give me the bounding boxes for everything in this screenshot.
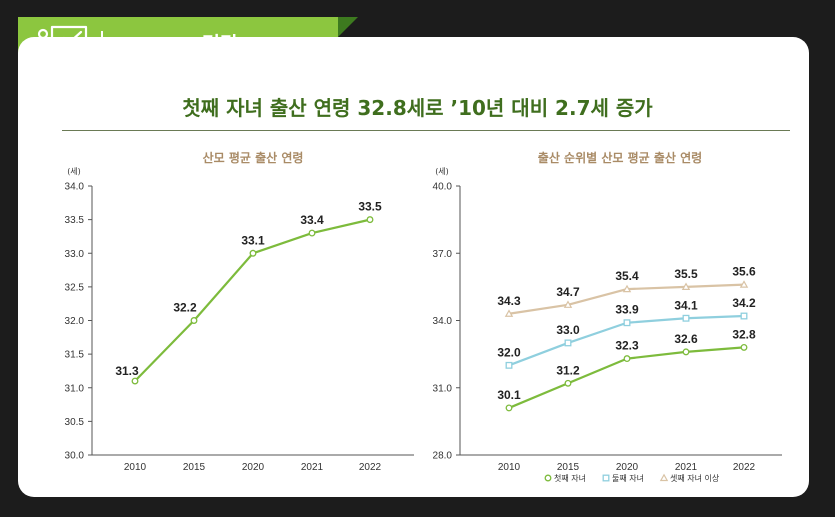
legend-label: 셋째 자녀 이상 <box>670 473 720 483</box>
data-point <box>623 355 631 363</box>
x-tick-label: 2020 <box>242 462 265 473</box>
y-tick-label: 31.5 <box>65 350 85 361</box>
data-point <box>602 474 610 482</box>
legend-label: 둘째 자녀 <box>612 474 644 483</box>
data-label: 33.4 <box>300 213 324 227</box>
data-label: 35.6 <box>732 265 756 279</box>
data-label: 35.5 <box>674 267 698 281</box>
data-point <box>740 312 748 320</box>
data-point <box>682 314 690 322</box>
data-point <box>190 317 198 324</box>
tab-separator <box>101 31 103 61</box>
y-tick-label: 34.0 <box>65 182 85 193</box>
y-axis-unit: (세) <box>435 167 449 176</box>
data-point <box>682 348 690 356</box>
chart-average-age: 산모 평균 출산 연령 (세) 30.0 30.5 31.0 31.5 32.0 32.5 33… <box>65 150 414 473</box>
y-tick-label: 30.0 <box>65 451 85 462</box>
x-tick-label: 2010 <box>124 462 147 473</box>
x-tick-label: 2015 <box>183 462 206 473</box>
chart-title: 산모 평균 출산 연령 <box>203 150 304 165</box>
data-label: 33.5 <box>358 200 382 214</box>
chart-age-by-birth-order: 출산 순위별 산모 평균 출산 연령 (세) 28.0 31.0 34.0 37.0 40.… <box>433 150 782 483</box>
data-point <box>622 284 632 293</box>
data-label: 35.4 <box>615 269 639 283</box>
data-label: 32.2 <box>173 301 197 315</box>
data-label: 32.6 <box>674 332 698 346</box>
y-tick-label: 34.0 <box>433 316 453 327</box>
data-label: 32.8 <box>732 327 756 341</box>
data-label: 32.0 <box>497 345 521 359</box>
data-label: 30.1 <box>497 388 521 402</box>
y-tick-label: 30.5 <box>65 417 85 428</box>
presentation-icon <box>36 25 88 66</box>
y-tick-label: 37.0 <box>433 249 453 260</box>
y-tick-label: 32.0 <box>65 316 85 327</box>
x-tick-label: 2020 <box>616 462 639 473</box>
data-label: 34.7 <box>556 285 580 299</box>
x-tick-label: 2022 <box>359 462 382 473</box>
chart-title: 출산 순위별 산모 평균 출산 연령 <box>538 150 702 165</box>
data-point <box>131 377 139 385</box>
data-label: 33.9 <box>615 303 639 317</box>
data-label: 34.1 <box>674 298 698 312</box>
y-tick-label: 40.0 <box>433 182 453 193</box>
data-point <box>249 249 257 257</box>
category-tab-fold <box>338 17 358 37</box>
data-point <box>544 474 552 482</box>
data-point <box>564 379 572 387</box>
data-label: 31.2 <box>556 363 580 377</box>
data-point <box>564 339 572 347</box>
data-point <box>308 229 316 237</box>
data-point <box>505 361 513 369</box>
data-point <box>659 473 669 482</box>
y-tick-label: 33.5 <box>65 215 85 226</box>
category-label: 건강 <box>201 32 239 56</box>
data-label: 34.2 <box>732 296 756 310</box>
legend-label: 첫째 자녀 <box>554 474 586 483</box>
data-point <box>505 404 513 412</box>
data-point <box>366 216 374 224</box>
headline-rule <box>62 130 790 131</box>
y-axis-unit: (세) <box>67 167 81 176</box>
data-label: 33.1 <box>241 233 265 247</box>
data-point <box>623 319 631 327</box>
data-label: 33.0 <box>556 323 580 337</box>
y-tick-label: 28.0 <box>433 451 453 462</box>
x-tick-label: 2015 <box>557 462 580 473</box>
data-point <box>681 282 691 290</box>
data-point <box>740 343 748 351</box>
y-tick-label: 31.0 <box>65 383 85 394</box>
x-tick-label: 2021 <box>301 462 324 473</box>
x-tick-label: 2010 <box>498 462 521 473</box>
x-tick-label: 2022 <box>733 462 756 473</box>
y-tick-label: 31.0 <box>433 383 453 394</box>
headline: 첫째 자녀 출산 연령 32.8세로 ’10년 대비 2.7세 증가 <box>182 96 653 120</box>
data-point <box>739 280 749 288</box>
data-label: 34.3 <box>497 294 521 308</box>
data-point <box>563 300 573 308</box>
y-tick-label: 33.0 <box>65 249 85 260</box>
x-tick-label: 2021 <box>675 462 698 473</box>
data-label: 31.3 <box>115 364 139 378</box>
y-tick-label: 32.5 <box>65 282 85 293</box>
data-point <box>504 309 514 317</box>
content-card <box>18 37 809 497</box>
data-label: 32.3 <box>615 339 639 353</box>
